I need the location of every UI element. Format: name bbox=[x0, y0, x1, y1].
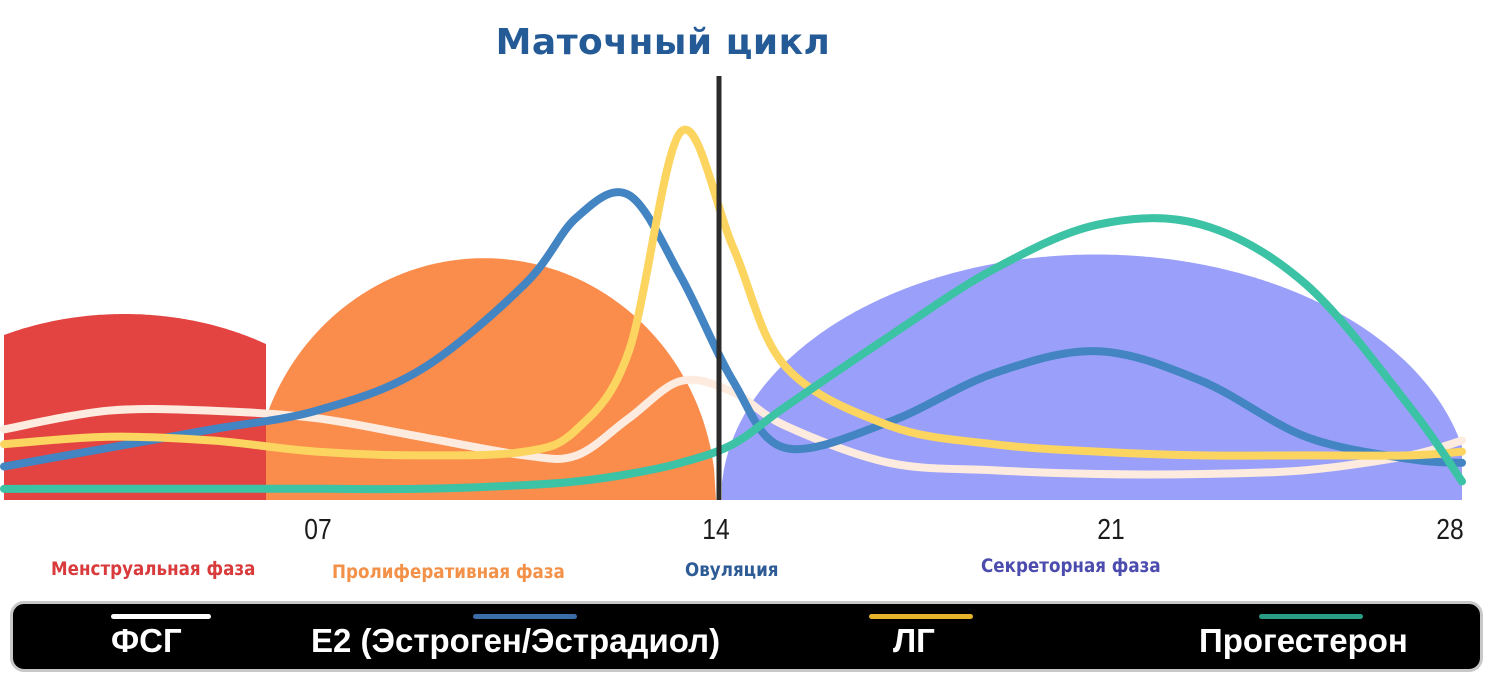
progesterone-swatch bbox=[1259, 614, 1363, 619]
x-tick-28: 28 bbox=[1436, 514, 1464, 546]
x-tick-14: 14 bbox=[702, 514, 730, 546]
lh-swatch bbox=[869, 614, 973, 619]
fsh-swatch bbox=[111, 614, 211, 619]
hormone-series bbox=[0, 125, 1466, 494]
phase-label-proliferative: Пролиферативная фаза bbox=[332, 561, 565, 583]
plot-area bbox=[0, 76, 1466, 500]
phase-label-menstrual: Менструальная фаза bbox=[51, 558, 256, 580]
lh-line bbox=[0, 125, 1466, 460]
x-tick-21: 21 bbox=[1097, 514, 1125, 546]
x-tick-07: 07 bbox=[304, 514, 332, 546]
chart-title: Маточный цикл bbox=[495, 22, 831, 63]
proliferative-phase-area bbox=[266, 258, 716, 500]
progesterone-line bbox=[0, 214, 1466, 494]
phase-label-secretory: Секреторная фаза bbox=[981, 555, 1161, 577]
e2-swatch bbox=[473, 614, 577, 619]
legend-label-lh: ЛГ bbox=[893, 622, 935, 659]
legend: ФСГ E2 (Эстроген/Эстрадиол) ЛГ Прогестер… bbox=[10, 601, 1483, 672]
legend-label-e2: E2 (Эстроген/Эстрадиол) bbox=[311, 622, 721, 659]
phase-label-ovulation: Овуляция bbox=[685, 559, 779, 581]
e2-line bbox=[0, 188, 1466, 471]
secretory-phase-area bbox=[722, 254, 1462, 500]
legend-label-fsh: ФСГ bbox=[111, 622, 182, 659]
legend-label-progesterone: Прогестерон bbox=[1199, 622, 1408, 659]
